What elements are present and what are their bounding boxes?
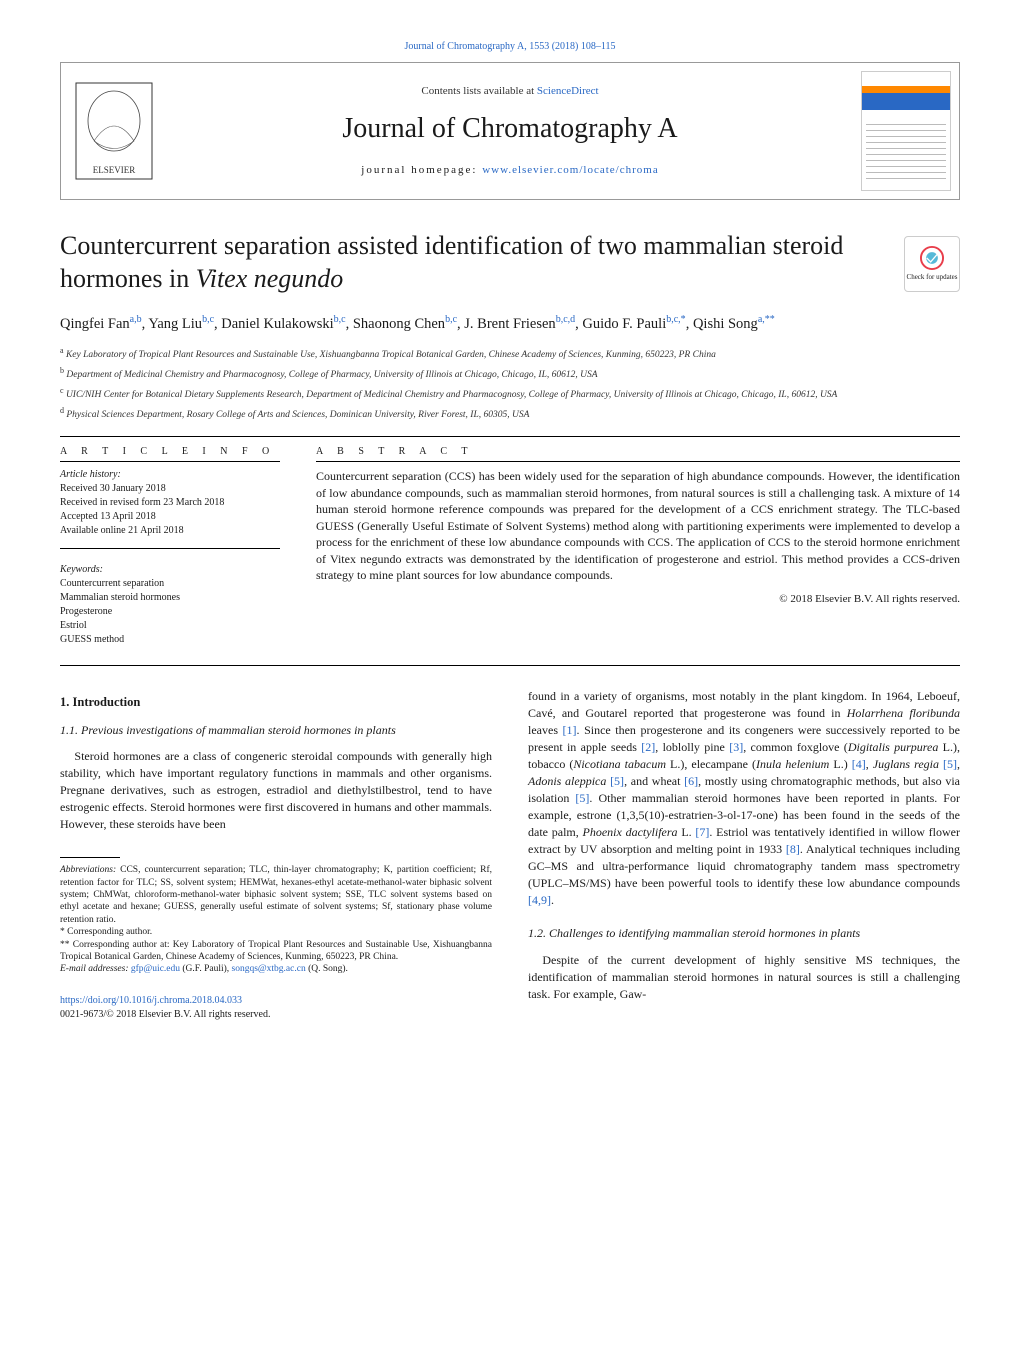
body-paragraph: Steroid hormones are a class of congener…: [60, 748, 492, 833]
abstract-label: a b s t r a c t: [316, 445, 960, 459]
authors-line: Qingfei Fana,b, Yang Liub,c, Daniel Kula…: [60, 313, 960, 334]
elsevier-logo: ELSEVIER: [69, 76, 159, 186]
section-1-heading: 1. Introduction: [60, 694, 492, 712]
keywords-label: Keywords:: [60, 564, 103, 575]
article-title: Countercurrent separation assisted ident…: [60, 230, 960, 295]
history-item: Received 30 January 2018: [60, 482, 280, 496]
body-paragraph: found in a variety of organisms, most no…: [528, 688, 960, 909]
email-link[interactable]: gfp@uic.edu: [131, 964, 180, 974]
rule: [60, 548, 280, 549]
ref-link[interactable]: [1]: [563, 723, 577, 737]
rule: [60, 461, 280, 462]
top-citation[interactable]: Journal of Chromatography A, 1553 (2018)…: [60, 40, 960, 54]
history-item: Accepted 13 April 2018: [60, 510, 280, 524]
homepage-link[interactable]: www.elsevier.com/locate/chroma: [482, 164, 659, 176]
svg-text:ELSEVIER: ELSEVIER: [93, 165, 136, 175]
ref-link[interactable]: [4]: [852, 757, 866, 771]
history-label: Article history:: [60, 469, 121, 480]
ref-link[interactable]: [8]: [786, 842, 800, 856]
ref-link[interactable]: [6]: [684, 774, 698, 788]
ref-link[interactable]: [5]: [610, 774, 624, 788]
abstract-text: Countercurrent separation (CCS) has been…: [316, 468, 960, 584]
ref-link[interactable]: [2]: [641, 740, 655, 754]
footnote-rule: [60, 857, 120, 858]
rule: [60, 665, 960, 666]
article-info-label: a r t i c l e i n f o: [60, 445, 280, 459]
section-1-1-heading: 1.1. Previous investigations of mammalia…: [60, 722, 492, 739]
homepage-label: journal homepage:: [361, 164, 482, 176]
abbreviations-footnote: Abbreviations: CCS, countercurrent separ…: [60, 864, 492, 926]
journal-header: ELSEVIER Contents lists available at Sci…: [60, 62, 960, 200]
check-for-updates-badge[interactable]: Check for updates: [904, 236, 960, 292]
keyword-item: Progesterone: [60, 605, 280, 619]
history-item: Received in revised form 23 March 2018: [60, 496, 280, 510]
affiliation: d Physical Sciences Department, Rosary C…: [60, 406, 960, 422]
ref-link[interactable]: [4,9]: [528, 893, 551, 907]
body-paragraph: Despite of the current development of hi…: [528, 952, 960, 1003]
section-1-2-heading: 1.2. Challenges to identifying mammalian…: [528, 925, 960, 942]
affiliation: b Department of Medicinal Chemistry and …: [60, 366, 960, 382]
ref-link[interactable]: [7]: [695, 825, 709, 839]
sciencedirect-link[interactable]: ScienceDirect: [537, 85, 599, 97]
ref-link[interactable]: [3]: [729, 740, 743, 754]
keyword-item: Estriol: [60, 619, 280, 633]
corresponding-author-2: ** Corresponding author at: Key Laborato…: [60, 939, 492, 964]
keyword-item: Countercurrent separation: [60, 577, 280, 591]
journal-cover-thumb: [861, 71, 951, 191]
copyright: © 2018 Elsevier B.V. All rights reserved…: [316, 592, 960, 607]
corresponding-author-1: * Corresponding author.: [60, 926, 492, 938]
history-item: Available online 21 April 2018: [60, 524, 280, 538]
ref-link[interactable]: [5]: [943, 757, 957, 771]
keyword-item: GUESS method: [60, 633, 280, 647]
email-link[interactable]: songqs@xtbg.ac.cn: [232, 964, 306, 974]
rule: [316, 461, 960, 462]
keyword-item: Mammalian steroid hormones: [60, 591, 280, 605]
email-footnote: E-mail addresses: gfp@uic.edu (G.F. Paul…: [60, 963, 492, 975]
rule: [60, 436, 960, 437]
ref-link[interactable]: [5]: [575, 791, 589, 805]
affiliation: c UIC/NIH Center for Botanical Dietary S…: [60, 386, 960, 402]
contents-available: Contents lists available at ScienceDirec…: [159, 84, 861, 99]
issn-copyright: 0021-9673/© 2018 Elsevier B.V. All right…: [60, 1009, 270, 1020]
journal-name: Journal of Chromatography A: [159, 109, 861, 148]
doi-link[interactable]: https://doi.org/10.1016/j.chroma.2018.04…: [60, 995, 242, 1006]
affiliation: a Key Laboratory of Tropical Plant Resou…: [60, 346, 960, 362]
